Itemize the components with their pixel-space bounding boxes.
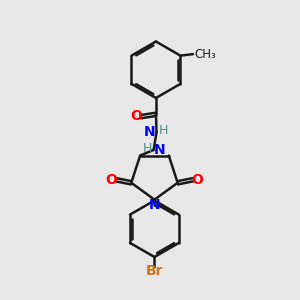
Text: O: O [130, 109, 142, 123]
Text: H: H [142, 142, 152, 155]
Text: N: N [143, 125, 155, 139]
Text: Br: Br [146, 264, 163, 278]
Text: H: H [158, 124, 168, 137]
Text: N: N [154, 143, 166, 157]
Text: CH₃: CH₃ [194, 48, 216, 61]
Text: O: O [191, 173, 203, 187]
Text: O: O [106, 173, 118, 187]
Text: N: N [148, 198, 160, 212]
